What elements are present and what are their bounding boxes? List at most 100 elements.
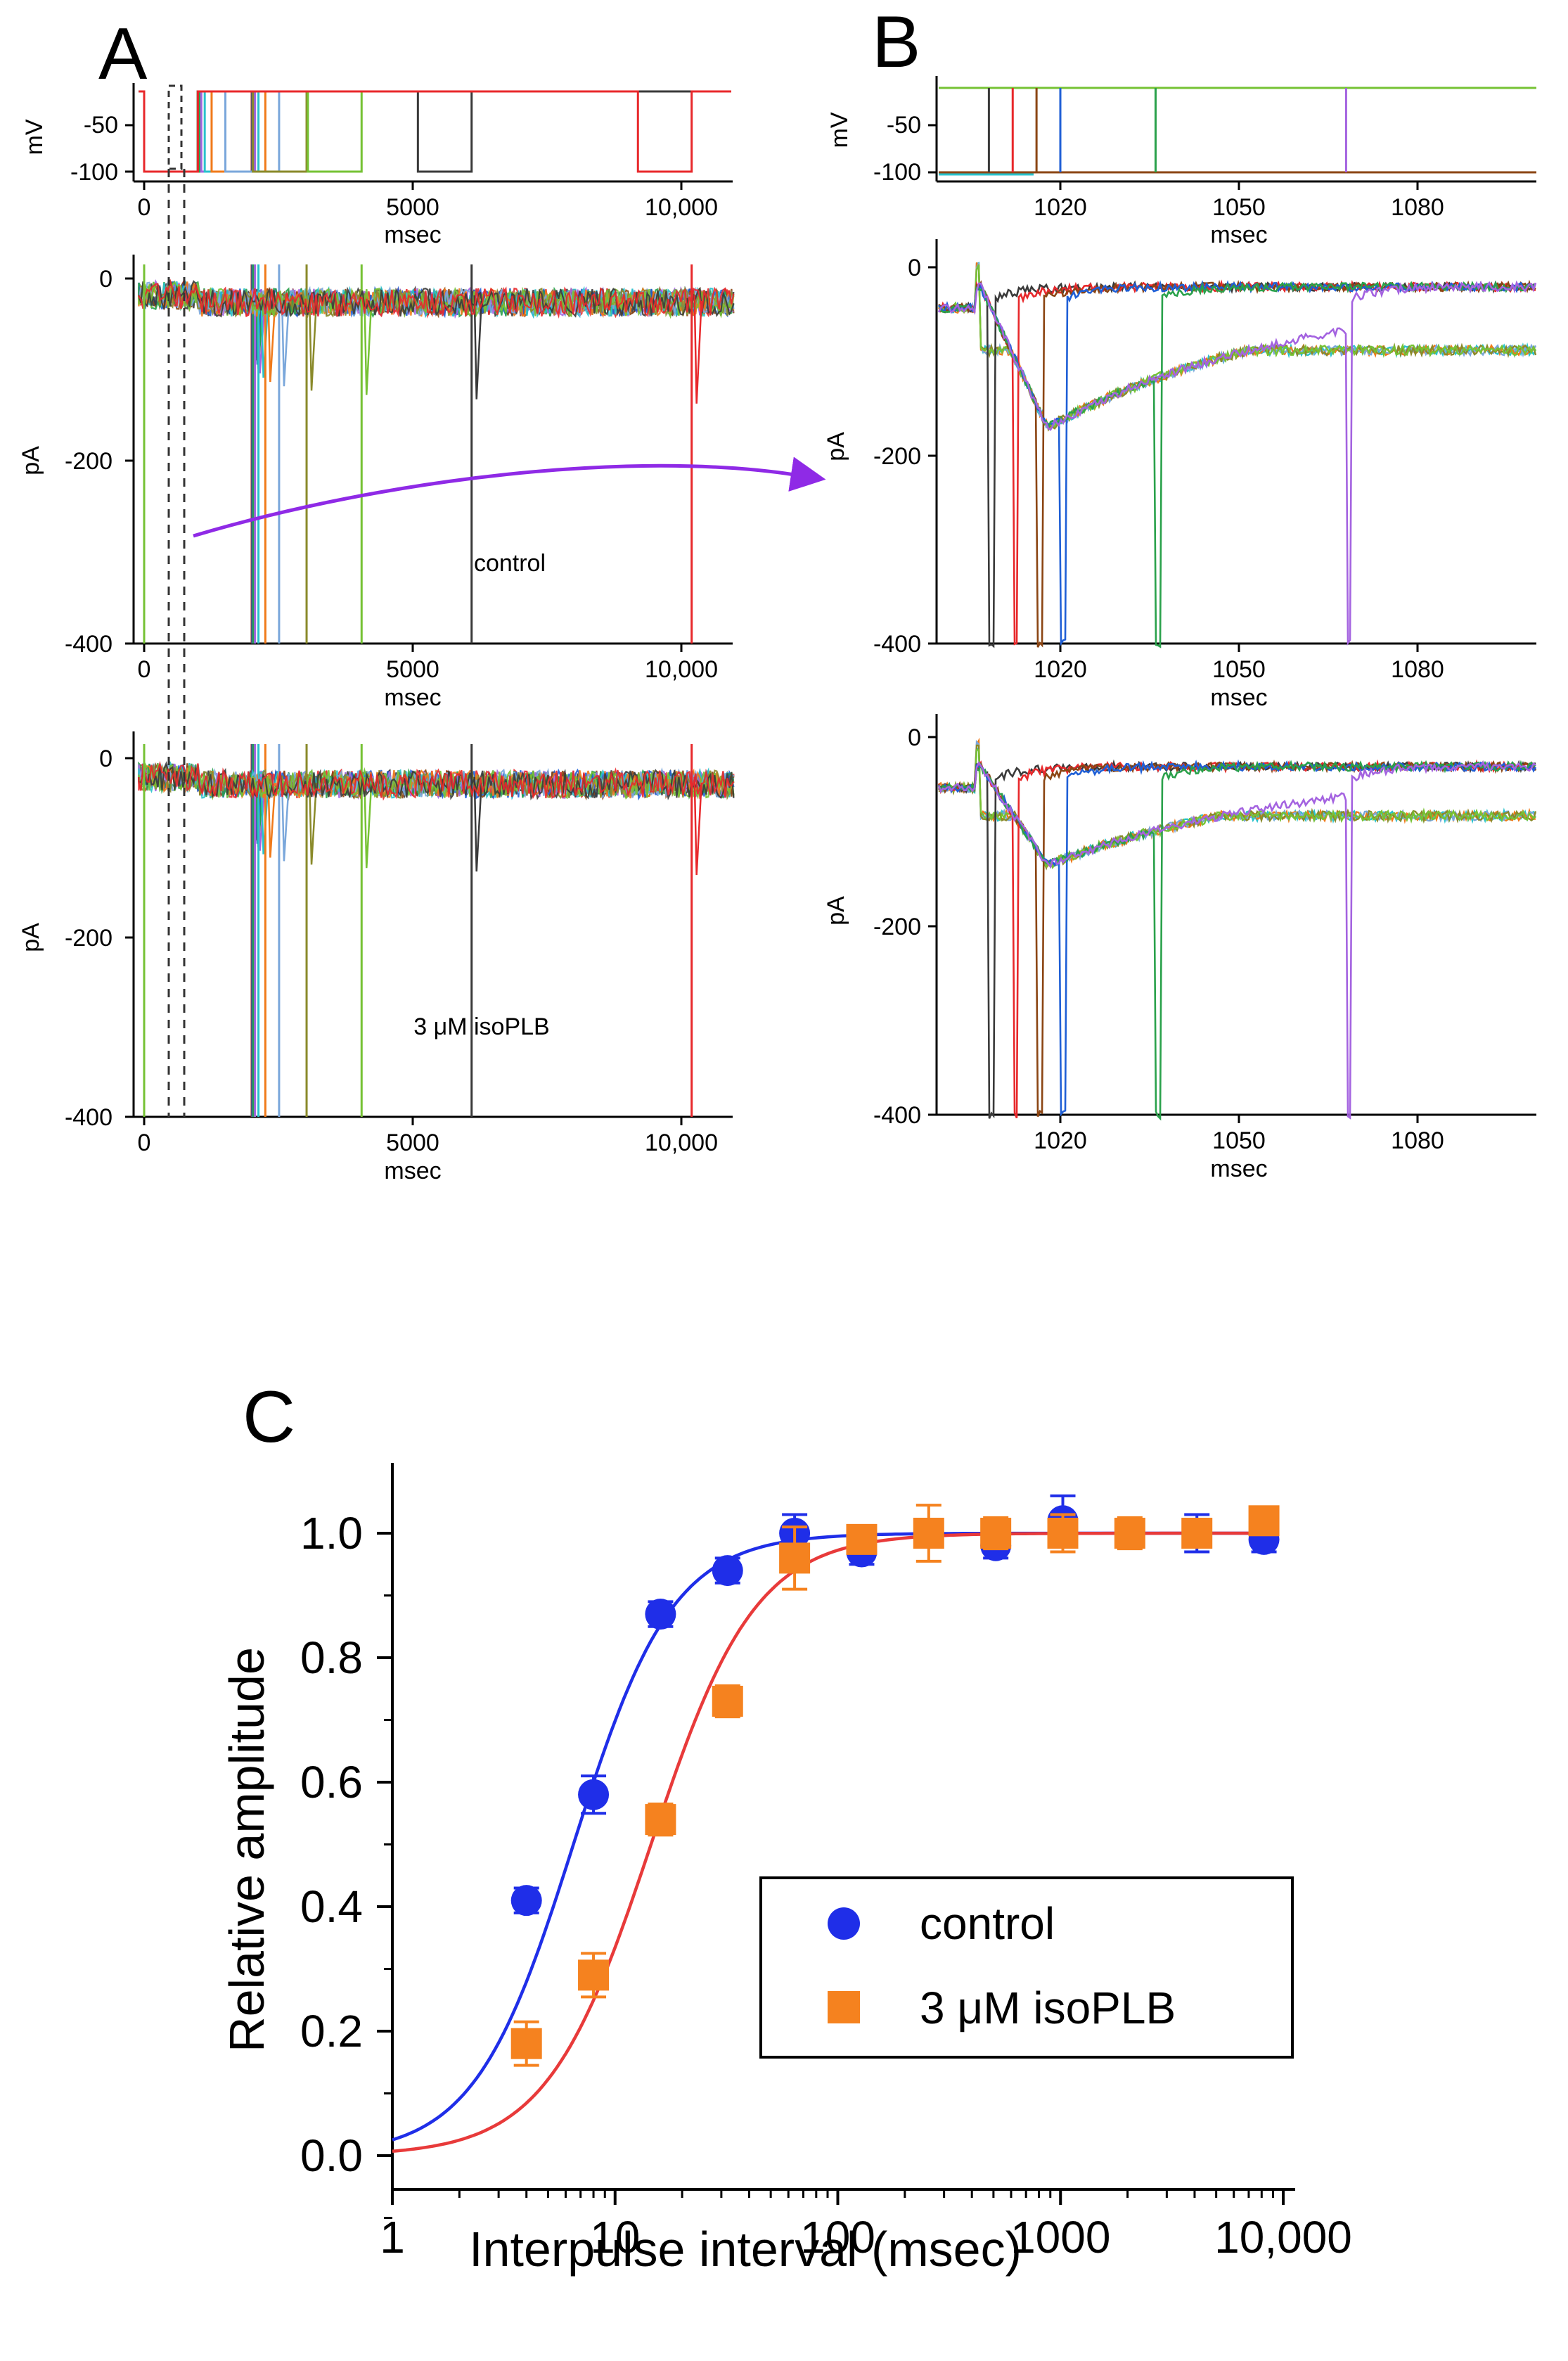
b-protocol-ytick: -100 bbox=[873, 159, 921, 186]
a-protocol-traces bbox=[139, 90, 731, 173]
b-protocol-xtick: 1020 bbox=[1034, 194, 1087, 221]
b-drug-ytick: -200 bbox=[873, 914, 921, 940]
b-drug-traces bbox=[937, 737, 1537, 1121]
b-drug-xtick: 1080 bbox=[1391, 1127, 1444, 1154]
legend-label: control bbox=[920, 1898, 1055, 1949]
a-protocol-trace bbox=[139, 90, 731, 173]
b-control-xtick: 1080 bbox=[1391, 656, 1444, 683]
b-control-traces bbox=[937, 262, 1537, 648]
a-drug-xtick: 5000 bbox=[386, 1130, 439, 1156]
c-xtick-label: 1000 bbox=[1010, 2212, 1110, 2263]
b-control-ytick: -400 bbox=[873, 631, 921, 658]
panel-b-protocol: mV -50 -100 1020 1050 1080 msec bbox=[826, 76, 1536, 248]
a-drug-ytick: 0 bbox=[99, 746, 113, 772]
b-current-trace bbox=[938, 280, 1536, 648]
a-protocol-ylabel: mV bbox=[21, 119, 48, 155]
b-control-xlabel: msec bbox=[1210, 684, 1267, 711]
b-drug-xtick: 1050 bbox=[1212, 1127, 1266, 1154]
c-ylabel: Relative amplitude bbox=[219, 1647, 274, 2052]
a-protocol-trace bbox=[139, 90, 731, 173]
a-protocol-trace bbox=[139, 90, 731, 173]
b-current-trace bbox=[937, 760, 1536, 1120]
c-point-control bbox=[712, 1555, 743, 1587]
c-point-drug bbox=[1248, 1505, 1280, 1537]
c-point-drug bbox=[712, 1685, 743, 1717]
a-control-ylabel: pA bbox=[18, 446, 44, 475]
a-spike bbox=[473, 776, 482, 872]
b-control-ylabel: pA bbox=[823, 432, 849, 461]
a-control-ytick: 0 bbox=[99, 266, 113, 293]
c-ytick-label: 1.0 bbox=[300, 1508, 363, 1559]
panel-b-control: 0 -200 -400 pA 1020 1050 1080 msec bbox=[823, 239, 1537, 711]
a-protocol-trace bbox=[139, 90, 731, 173]
c-legend: control 3 μM isoPLB bbox=[759, 1876, 1294, 2059]
b-protocol-traces bbox=[939, 87, 1536, 176]
a-spike bbox=[693, 295, 702, 404]
a-protocol-xlabel: msec bbox=[384, 222, 441, 248]
a-spike bbox=[260, 776, 269, 855]
a-protocol-xtick: 10,000 bbox=[645, 194, 718, 221]
c-point-drug bbox=[1114, 1518, 1145, 1549]
legend-box bbox=[759, 1876, 1294, 2059]
a-current-trace bbox=[138, 760, 735, 800]
b-control-xtick: 1020 bbox=[1034, 656, 1087, 683]
a-protocol-trace bbox=[139, 90, 731, 173]
panel-b-drug: 0 -200 -400 pA 1020 1050 1080 msec bbox=[823, 714, 1537, 1182]
c-point-drug bbox=[913, 1518, 944, 1549]
panel-b-letter: B bbox=[872, 1, 920, 83]
legend-marker-drug bbox=[828, 1991, 860, 2023]
a-drug-ytick: -400 bbox=[65, 1104, 113, 1131]
b-drug-xtick: 1020 bbox=[1034, 1127, 1087, 1154]
a-protocol-xtick: 0 bbox=[138, 194, 151, 221]
panel-a-protocol: mV -50 -100 0 5000 10,000 msec bbox=[21, 83, 733, 248]
a-spike bbox=[308, 295, 318, 391]
a-spike bbox=[267, 776, 276, 858]
a-current-trace bbox=[138, 761, 735, 801]
a-protocol-trace bbox=[139, 90, 731, 173]
a-protocol-trace bbox=[139, 90, 731, 173]
b-drug-ytick: -400 bbox=[873, 1102, 921, 1129]
c-xtick-label: 100 bbox=[800, 2212, 875, 2263]
b-protocol-ytick: -50 bbox=[887, 112, 921, 139]
panel-a-control: 0 -200 -400 pA 0 5000 10,000 msec contro… bbox=[18, 255, 735, 711]
a-control-xtick: 0 bbox=[138, 656, 151, 683]
a-drug-ytick: -200 bbox=[65, 925, 113, 952]
a-control-xtick: 10,000 bbox=[645, 656, 718, 683]
a-spike bbox=[693, 776, 702, 876]
panel-a-drug: 0 -200 -400 pA 0 5000 10,000 msec 3 μM i… bbox=[18, 731, 735, 1184]
a-protocol-trace bbox=[139, 90, 731, 173]
c-point-drug bbox=[1181, 1518, 1213, 1549]
zoom-window bbox=[167, 84, 186, 1117]
b-drug-xlabel: msec bbox=[1210, 1156, 1267, 1182]
c-point-drug bbox=[980, 1518, 1012, 1549]
b-current-trace bbox=[938, 279, 1536, 646]
a-control-ytick: -400 bbox=[65, 631, 113, 658]
panel-a-letter: A bbox=[98, 13, 148, 95]
b-current-trace bbox=[938, 739, 1537, 869]
b-control-xtick: 1050 bbox=[1212, 656, 1266, 683]
c-point-drug bbox=[846, 1523, 878, 1555]
a-protocol-trace bbox=[139, 90, 731, 173]
a-current-trace bbox=[138, 279, 735, 319]
a-drug-traces bbox=[138, 744, 735, 1117]
c-point-control bbox=[645, 1599, 676, 1630]
b-current-trace bbox=[938, 280, 1536, 648]
a-control-xtick: 5000 bbox=[386, 656, 439, 683]
c-point-drug bbox=[510, 2028, 542, 2059]
a-spike bbox=[364, 776, 373, 869]
legend-marker-control bbox=[828, 1907, 860, 1940]
c-ytick-label: 0.8 bbox=[300, 1632, 363, 1683]
c-xtick-label: 10,000 bbox=[1214, 2212, 1352, 2263]
b-current-trace bbox=[938, 279, 1536, 648]
a-protocol-trace bbox=[139, 90, 731, 173]
panel-c-chart: 1 10 100 1000 10,000 0.0 0.2 0.4 0.6 0.8 1.0 Inter… bbox=[219, 1463, 1352, 2277]
a-protocol-trace bbox=[139, 90, 731, 173]
b-current-trace bbox=[937, 280, 1537, 646]
a-spike bbox=[267, 295, 276, 383]
c-point-drug bbox=[578, 1959, 610, 1991]
c-xlabel: Interpulse interval (msec) bbox=[469, 2222, 1022, 2277]
b-current-trace bbox=[937, 749, 1536, 869]
b-protocol-ylabel: mV bbox=[826, 112, 853, 148]
b-drug-ytick: 0 bbox=[908, 724, 921, 751]
